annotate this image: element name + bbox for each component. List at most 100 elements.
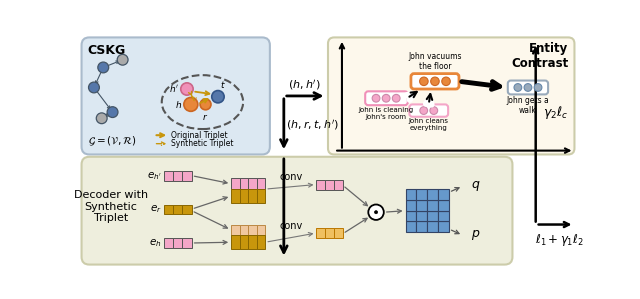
Bar (239, 178, 248, 189)
Bar (438, 189, 449, 200)
Bar (164, 171, 173, 181)
Text: $r$: $r$ (202, 112, 209, 122)
Text: Entity
Contrast: Entity Contrast (511, 42, 568, 70)
Text: $h'$: $h'$ (169, 83, 179, 94)
Bar (334, 228, 343, 238)
Text: Decoder with
Synthetic
Triplet: Decoder with Synthetic Triplet (74, 190, 148, 223)
Text: $\ell_1 + \gamma_1\ell_2$: $\ell_1 + \gamma_1\ell_2$ (534, 232, 584, 248)
Circle shape (442, 77, 451, 86)
Bar (248, 225, 257, 235)
Circle shape (372, 94, 380, 102)
Bar (406, 189, 417, 200)
Bar (428, 200, 438, 211)
Circle shape (374, 211, 378, 214)
Text: $e_h$: $e_h$ (149, 237, 161, 249)
Bar (231, 225, 239, 235)
Bar (406, 211, 417, 222)
Bar (248, 189, 257, 203)
Circle shape (420, 107, 428, 115)
Bar (438, 200, 449, 211)
Bar (428, 222, 438, 232)
Bar (406, 200, 417, 211)
FancyBboxPatch shape (328, 37, 575, 155)
Circle shape (88, 82, 99, 93)
Text: John gets a
walk: John gets a walk (507, 96, 549, 115)
Circle shape (200, 99, 211, 110)
Bar (257, 235, 265, 249)
Circle shape (430, 107, 438, 115)
Bar (182, 205, 191, 214)
Text: conv: conv (279, 172, 303, 182)
Bar (239, 225, 248, 235)
Text: Synthetic Triplet: Synthetic Triplet (172, 139, 234, 148)
Bar (406, 222, 417, 232)
Bar (417, 200, 428, 211)
Bar (231, 189, 239, 203)
Text: $e_{h'}$: $e_{h'}$ (147, 170, 161, 181)
Circle shape (514, 84, 522, 91)
Bar (417, 189, 428, 200)
Circle shape (107, 107, 118, 118)
Bar (316, 180, 325, 190)
FancyBboxPatch shape (81, 157, 513, 265)
FancyBboxPatch shape (410, 104, 448, 117)
Circle shape (96, 113, 107, 124)
Bar (239, 235, 248, 249)
Bar (257, 189, 265, 203)
Bar (239, 189, 248, 203)
Bar (438, 211, 449, 222)
FancyBboxPatch shape (411, 74, 459, 89)
FancyBboxPatch shape (81, 37, 270, 155)
Bar (231, 235, 239, 249)
Bar (164, 238, 173, 248)
Circle shape (382, 94, 390, 102)
Text: $(h, h')$: $(h, h')$ (289, 78, 321, 92)
Bar (316, 228, 325, 238)
Bar (417, 222, 428, 232)
Text: $e_r$: $e_r$ (150, 203, 161, 215)
Bar (438, 222, 449, 232)
Text: conv: conv (279, 221, 303, 231)
Bar (257, 178, 265, 189)
Text: $p$: $p$ (470, 228, 480, 242)
Bar (173, 238, 182, 248)
Text: $q$: $q$ (470, 179, 480, 193)
Text: $\mathcal{G} = (\mathcal{V}, \mathcal{R})$: $\mathcal{G} = (\mathcal{V}, \mathcal{R}… (88, 135, 136, 148)
Text: Original Triplet: Original Triplet (172, 131, 228, 140)
Bar (334, 180, 343, 190)
Circle shape (98, 62, 109, 73)
Text: $\gamma_2\ell_c$: $\gamma_2\ell_c$ (543, 104, 568, 120)
Bar (182, 171, 191, 181)
Circle shape (524, 84, 532, 91)
Text: $(h, r, t, h')$: $(h, r, t, h')$ (286, 118, 339, 132)
Circle shape (431, 77, 439, 86)
Bar (325, 180, 334, 190)
Circle shape (420, 77, 428, 86)
Circle shape (212, 91, 224, 103)
Bar (164, 205, 173, 214)
Bar (173, 171, 182, 181)
Circle shape (117, 54, 128, 65)
Text: $h$: $h$ (175, 99, 182, 110)
Bar (182, 238, 191, 248)
Bar (428, 189, 438, 200)
Text: $t$: $t$ (220, 79, 225, 90)
Bar (257, 225, 265, 235)
FancyBboxPatch shape (365, 91, 408, 105)
Circle shape (392, 94, 400, 102)
Text: John cleans
everything: John cleans everything (409, 118, 449, 131)
Circle shape (534, 84, 542, 91)
Bar (248, 235, 257, 249)
Bar (248, 178, 257, 189)
Text: John vacuums
the floor: John vacuums the floor (408, 52, 461, 71)
FancyBboxPatch shape (508, 80, 548, 94)
Bar (231, 178, 239, 189)
Text: John is cleaning
John's room: John is cleaning John's room (358, 107, 413, 120)
Bar (428, 211, 438, 222)
Circle shape (180, 83, 193, 95)
Bar (417, 211, 428, 222)
Bar (173, 205, 182, 214)
Circle shape (368, 205, 384, 220)
Bar (325, 228, 334, 238)
Circle shape (184, 97, 198, 111)
